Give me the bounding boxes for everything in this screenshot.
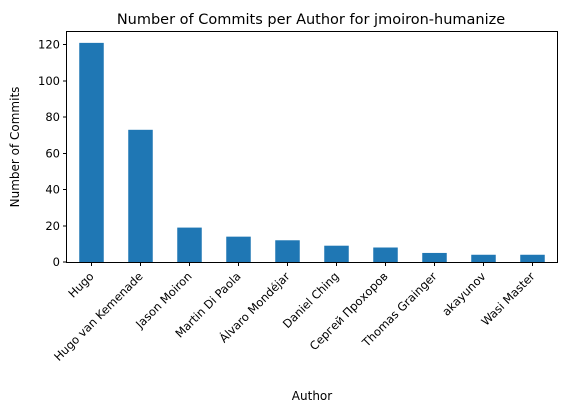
bar-1 bbox=[128, 129, 153, 262]
y-tick-label-2: 40 bbox=[45, 183, 60, 197]
x-tick-label-0: Hugo bbox=[65, 269, 96, 300]
bar-2 bbox=[177, 227, 202, 262]
x-axis-label: Author bbox=[292, 389, 332, 403]
y-axis-ticks: 0 20 40 60 80 100 120 bbox=[38, 38, 67, 269]
x-tick-label-8: akayunov bbox=[439, 269, 488, 318]
bar-7 bbox=[422, 252, 447, 262]
bar-6 bbox=[373, 247, 398, 262]
plot-frame bbox=[66, 31, 558, 263]
bar-3 bbox=[226, 236, 251, 262]
bar-9 bbox=[520, 254, 545, 262]
y-tick-label-0: 0 bbox=[53, 255, 60, 269]
bar-group bbox=[79, 42, 545, 263]
y-tick-label-4: 80 bbox=[45, 110, 60, 124]
y-tick-label-3: 60 bbox=[45, 146, 60, 160]
y-tick-label-5: 100 bbox=[38, 74, 60, 88]
bar-0 bbox=[79, 42, 104, 263]
chart-title: Number of Commits per Author for jmoiron… bbox=[117, 12, 505, 28]
y-axis-label: Number of Commits bbox=[8, 87, 22, 208]
y-tick-label-6: 120 bbox=[38, 38, 60, 52]
x-tick-label-1: Hugo van Kemenade bbox=[51, 269, 146, 364]
bar-4 bbox=[275, 240, 300, 262]
y-tick-label-1: 20 bbox=[45, 219, 60, 233]
bar-5 bbox=[324, 245, 349, 262]
bar-8 bbox=[471, 254, 496, 262]
